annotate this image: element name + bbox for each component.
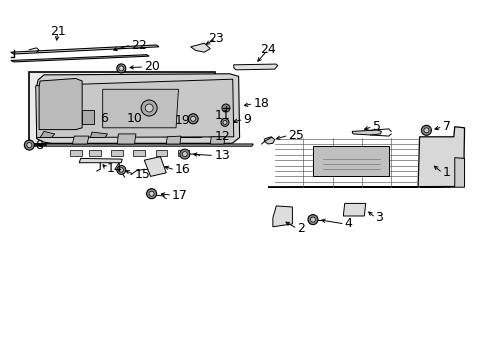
Circle shape (141, 100, 157, 116)
Circle shape (421, 125, 430, 135)
Circle shape (24, 140, 34, 150)
Polygon shape (89, 150, 101, 156)
Text: 4: 4 (344, 217, 352, 230)
Text: 20: 20 (144, 60, 160, 73)
Circle shape (188, 114, 198, 124)
Polygon shape (90, 132, 107, 138)
Polygon shape (233, 64, 277, 70)
Text: 5: 5 (372, 120, 380, 133)
Text: 24: 24 (260, 43, 275, 56)
Polygon shape (343, 203, 365, 216)
Polygon shape (190, 43, 210, 52)
Text: 21: 21 (50, 25, 65, 38)
Text: 11: 11 (214, 109, 229, 122)
Polygon shape (37, 74, 239, 143)
Polygon shape (25, 144, 253, 146)
Polygon shape (85, 120, 106, 127)
Bar (29, 72, 215, 144)
Circle shape (423, 128, 428, 133)
Circle shape (307, 215, 317, 225)
Polygon shape (70, 150, 81, 156)
Text: 8: 8 (35, 139, 43, 152)
Polygon shape (180, 130, 202, 138)
Text: 2: 2 (297, 222, 305, 235)
Polygon shape (111, 150, 123, 156)
Text: 25: 25 (288, 129, 304, 142)
Circle shape (149, 191, 154, 196)
Polygon shape (40, 131, 55, 138)
Polygon shape (72, 136, 89, 144)
Circle shape (180, 149, 189, 159)
Text: 14: 14 (106, 162, 122, 175)
Text: 3: 3 (375, 211, 383, 224)
Text: 7: 7 (442, 120, 449, 133)
Polygon shape (133, 150, 145, 156)
Text: 17: 17 (172, 189, 187, 202)
Text: 16: 16 (175, 163, 190, 176)
Text: 10: 10 (127, 112, 142, 125)
Circle shape (119, 168, 123, 172)
Text: 19: 19 (175, 114, 190, 127)
Circle shape (117, 64, 125, 73)
Polygon shape (177, 150, 189, 156)
Text: 15: 15 (134, 168, 150, 181)
Text: 13: 13 (214, 149, 229, 162)
Polygon shape (39, 78, 82, 130)
Polygon shape (419, 158, 464, 187)
Polygon shape (11, 55, 149, 62)
Polygon shape (267, 127, 464, 187)
Text: 22: 22 (131, 39, 146, 51)
Polygon shape (117, 134, 136, 144)
Polygon shape (351, 130, 381, 135)
Text: 1: 1 (442, 166, 449, 179)
Circle shape (117, 166, 125, 175)
Polygon shape (145, 122, 167, 126)
Polygon shape (166, 136, 181, 144)
Polygon shape (144, 157, 166, 176)
Circle shape (310, 217, 315, 222)
Circle shape (222, 104, 229, 112)
Circle shape (221, 118, 228, 126)
Circle shape (190, 116, 195, 121)
Text: 23: 23 (208, 32, 224, 45)
Circle shape (223, 120, 226, 125)
Circle shape (119, 66, 123, 71)
Polygon shape (272, 206, 292, 227)
Polygon shape (11, 45, 159, 54)
Bar (82, 110, 94, 124)
Text: 6: 6 (100, 112, 108, 125)
Bar (312, 146, 388, 176)
Text: 12: 12 (214, 130, 229, 143)
Polygon shape (264, 137, 274, 144)
Polygon shape (36, 79, 233, 138)
Polygon shape (155, 150, 167, 156)
Circle shape (182, 152, 187, 157)
Polygon shape (102, 89, 178, 128)
Text: 9: 9 (243, 113, 251, 126)
Circle shape (146, 189, 156, 199)
Polygon shape (79, 158, 122, 163)
Circle shape (145, 104, 153, 112)
Circle shape (27, 143, 32, 148)
Text: 18: 18 (253, 97, 268, 110)
Polygon shape (210, 137, 224, 144)
